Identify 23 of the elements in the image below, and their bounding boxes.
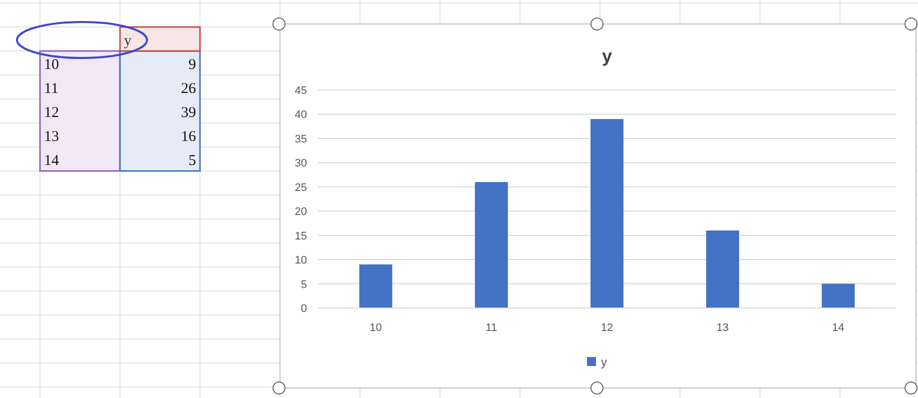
y-tick-label: 35 xyxy=(294,133,307,146)
bar xyxy=(822,284,855,308)
data-table: y 10 9 11 26 12 39 13 16 14 5 xyxy=(39,26,201,172)
y-tick-label: 45 xyxy=(294,85,307,97)
legend-label: y xyxy=(601,355,607,369)
y-tick-label: 40 xyxy=(294,109,307,122)
y-tick-label: 0 xyxy=(300,303,307,315)
bar xyxy=(474,182,508,308)
y-tick-label: 30 xyxy=(294,158,307,170)
y-tick-label: 20 xyxy=(294,206,307,218)
x-tick-label: 12 xyxy=(600,322,614,334)
x-tick-label: 11 xyxy=(486,322,498,334)
y-tick-label: 15 xyxy=(294,230,307,242)
y-tick-label: 25 xyxy=(294,182,307,194)
x-tick-label: 14 xyxy=(832,322,844,334)
bar xyxy=(706,230,740,308)
x-tick-label: 13 xyxy=(716,322,729,334)
y-tick-label: 5 xyxy=(300,278,307,291)
chart-title: y xyxy=(602,46,612,66)
bar xyxy=(359,264,392,308)
x-tick-label: 10 xyxy=(370,322,382,334)
y-tick-label: 10 xyxy=(294,254,307,267)
bar xyxy=(590,119,624,308)
